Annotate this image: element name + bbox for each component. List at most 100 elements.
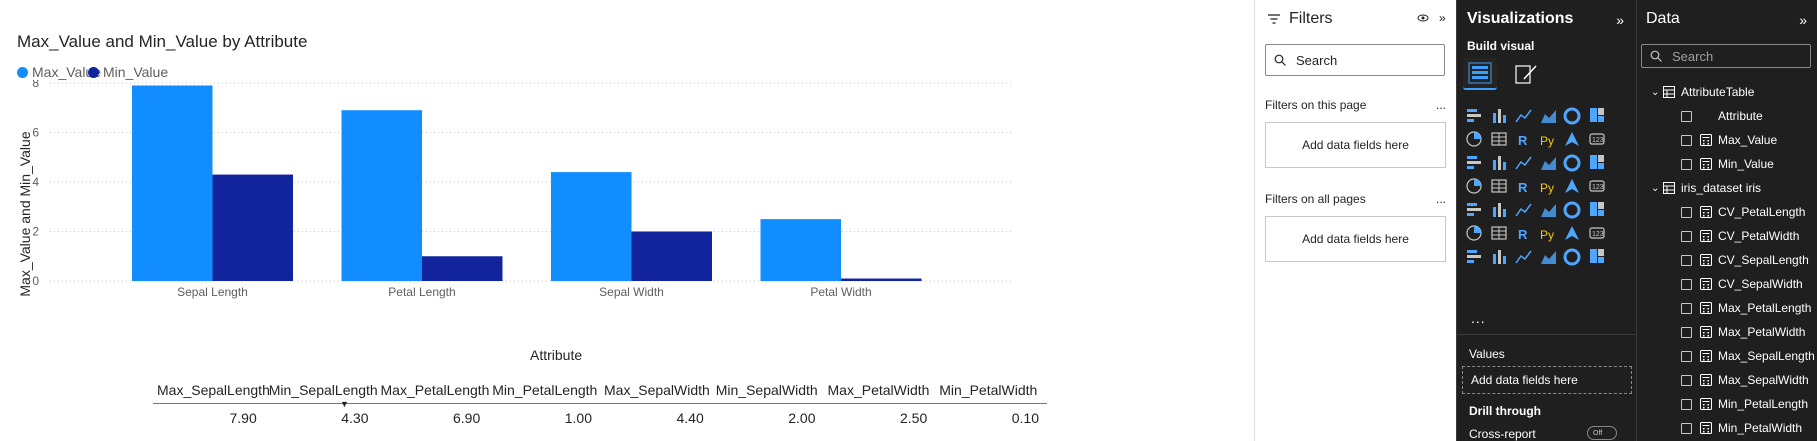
sort-desc-icon[interactable]: ▼ xyxy=(340,399,349,409)
r-visual-icon[interactable] xyxy=(1561,198,1583,220)
100-column-icon[interactable] xyxy=(1586,104,1608,126)
field-checkbox[interactable] xyxy=(1681,134,1692,146)
data-field-item[interactable]: CV_PetalWidth xyxy=(1637,224,1817,248)
key-influencers-icon[interactable] xyxy=(1463,222,1485,244)
waterfall-icon[interactable] xyxy=(1463,151,1485,173)
table-column-header[interactable]: Min_SepalWidth xyxy=(715,381,818,398)
bar-min-value[interactable] xyxy=(212,174,294,281)
clustered-bar-icon[interactable] xyxy=(1512,104,1534,126)
build-visual-tab[interactable] xyxy=(1463,58,1497,90)
map-icon[interactable] xyxy=(1463,175,1485,197)
area-chart-icon[interactable] xyxy=(1488,128,1510,150)
stacked-area-icon[interactable]: R xyxy=(1512,128,1534,150)
table-icon[interactable] xyxy=(1512,198,1534,220)
slicer-icon[interactable] xyxy=(1488,198,1510,220)
collapse-filters-icon[interactable]: » xyxy=(1439,11,1446,25)
field-checkbox[interactable] xyxy=(1681,374,1692,386)
collapse-visualizations-icon[interactable]: » xyxy=(1616,12,1624,28)
data-field-item[interactable]: CV_PetalLength xyxy=(1637,200,1817,224)
field-checkbox[interactable] xyxy=(1681,350,1692,362)
line-clustered-column-icon[interactable] xyxy=(1561,128,1583,150)
field-checkbox[interactable] xyxy=(1681,302,1692,314)
stacked-bar-icon[interactable] xyxy=(1463,104,1485,126)
more-visuals-ellipsis[interactable]: ... xyxy=(1471,310,1486,326)
chevron-down-icon[interactable]: ⌄ xyxy=(1651,182,1660,194)
legend-item-max[interactable]: Max_Value xyxy=(17,64,101,80)
table-visual[interactable]: Max_SepalLength Min_SepalLength Max_PetalL… xyxy=(153,376,1047,432)
eye-icon[interactable] xyxy=(1417,12,1429,26)
arrow-icon[interactable] xyxy=(1586,245,1608,267)
data-field-item[interactable]: Min_PetalWidth xyxy=(1637,416,1817,440)
bar-min-value[interactable] xyxy=(631,231,713,282)
decomposition-tree-icon[interactable] xyxy=(1488,222,1510,244)
data-field-item[interactable]: Max_PetalLength xyxy=(1637,296,1817,320)
field-checkbox[interactable] xyxy=(1681,422,1692,434)
legend-item-min[interactable]: Min_Value xyxy=(88,64,168,80)
cross-report-toggle[interactable]: Off xyxy=(1587,426,1617,440)
table-column-header[interactable]: Min_PetalWidth xyxy=(939,381,1038,398)
table-column-header[interactable]: Min_PetalLength xyxy=(492,381,598,398)
field-checkbox[interactable] xyxy=(1681,398,1692,410)
pie-icon[interactable] xyxy=(1537,151,1559,173)
scatter-icon[interactable] xyxy=(1512,151,1534,173)
collapse-data-icon[interactable]: » xyxy=(1799,12,1807,28)
bar-min-value[interactable] xyxy=(422,256,503,281)
table-column-header[interactable]: Max_SepalWidth xyxy=(604,381,710,398)
matrix-icon[interactable] xyxy=(1537,198,1559,220)
ribbon-chart-icon[interactable]: 123 xyxy=(1586,128,1608,150)
power-automate-icon[interactable] xyxy=(1488,245,1510,267)
filled-map-icon[interactable] xyxy=(1488,175,1510,197)
data-search-input[interactable]: Search xyxy=(1641,44,1811,68)
data-field-item[interactable]: Max_SepalWidth xyxy=(1637,368,1817,392)
data-table-node[interactable]: ⌄ AttributeTable xyxy=(1637,80,1817,104)
field-checkbox[interactable] xyxy=(1681,206,1692,218)
table-column-header[interactable]: Min_SepalLength xyxy=(268,381,378,398)
bar-max-value[interactable] xyxy=(132,85,213,281)
data-field-item[interactable]: Min_Value xyxy=(1637,152,1817,176)
table-column-header[interactable]: Max_PetalWidth xyxy=(827,381,930,398)
custom-visual-icon[interactable] xyxy=(1537,245,1559,267)
format-visual-tab[interactable] xyxy=(1509,58,1543,90)
filters-on-page-drop-zone[interactable]: Add data fields here xyxy=(1265,122,1446,168)
data-field-item[interactable]: Attribute xyxy=(1637,104,1817,128)
filters-on-page-more-icon[interactable]: ... xyxy=(1435,98,1446,112)
chevron-down-icon[interactable]: ⌄ xyxy=(1651,86,1660,98)
bar-max-value[interactable] xyxy=(760,219,842,281)
line-chart-icon[interactable] xyxy=(1463,128,1485,150)
data-field-item[interactable]: Min_PetalLength xyxy=(1637,392,1817,416)
python-visual-icon[interactable] xyxy=(1586,198,1608,220)
qa-icon[interactable]: R xyxy=(1512,222,1534,244)
bar-min-value[interactable] xyxy=(841,278,922,281)
table-column-header[interactable]: Max_SepalLength xyxy=(157,381,270,398)
values-drop-zone[interactable]: Add data fields here xyxy=(1462,366,1632,394)
stacked-column-icon[interactable] xyxy=(1488,104,1510,126)
card-icon[interactable] xyxy=(1561,175,1583,197)
bar-max-value[interactable] xyxy=(551,172,632,281)
gauge-icon[interactable]: Py xyxy=(1537,175,1559,197)
field-checkbox[interactable] xyxy=(1681,230,1692,242)
donut-icon[interactable] xyxy=(1561,151,1583,173)
data-field-item[interactable]: Max_SepalLength xyxy=(1637,344,1817,368)
narrative-icon[interactable]: Py xyxy=(1537,222,1559,244)
field-checkbox[interactable] xyxy=(1681,110,1692,122)
bar-max-value[interactable] xyxy=(341,110,423,281)
power-apps-icon[interactable] xyxy=(1463,245,1485,267)
data-field-item[interactable]: Max_PetalWidth xyxy=(1637,320,1817,344)
metrics-icon[interactable]: 123 xyxy=(1586,222,1608,244)
clustered-column-chart[interactable]: 0 2 4 6 8 Sepal Length Petal Length Sepal Width… xyxy=(0,80,1060,340)
100-bar-icon[interactable] xyxy=(1561,104,1583,126)
field-checkbox[interactable] xyxy=(1681,254,1692,266)
field-checkbox[interactable] xyxy=(1681,326,1692,338)
paginated-report-icon[interactable] xyxy=(1561,222,1583,244)
data-field-item[interactable]: Max_Value xyxy=(1637,128,1817,152)
diamond-icon[interactable] xyxy=(1561,245,1583,267)
filters-on-all-drop-zone[interactable]: Add data fields here xyxy=(1265,216,1446,262)
data-field-item[interactable]: CV_SepalLength xyxy=(1637,248,1817,272)
table-column-header[interactable]: Max_PetalLength xyxy=(380,381,490,398)
filters-on-all-more-icon[interactable]: ... xyxy=(1435,192,1446,206)
multi-row-card-icon[interactable]: 123 xyxy=(1586,175,1608,197)
field-checkbox[interactable] xyxy=(1681,278,1692,290)
kpi-icon[interactable] xyxy=(1463,198,1485,220)
azure-map-icon[interactable]: R xyxy=(1512,175,1534,197)
funnel-icon[interactable] xyxy=(1488,151,1510,173)
